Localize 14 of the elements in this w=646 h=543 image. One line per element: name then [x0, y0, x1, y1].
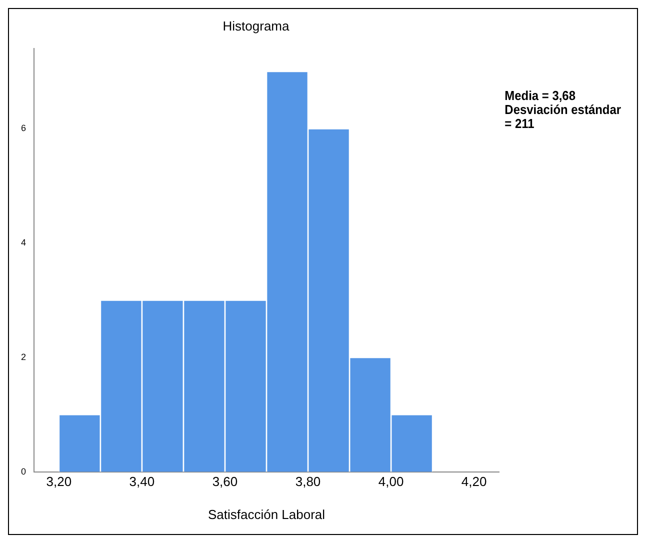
- x-tick-label: 3,40: [129, 474, 155, 490]
- x-tick-label: 3,80: [295, 474, 321, 490]
- text: Media = 3,68: [504, 88, 576, 103]
- chart-title: Histograma: [222, 18, 290, 34]
- y-tick-label: 6: [20, 123, 26, 134]
- text: Desviación estándar = 211: [504, 102, 622, 131]
- x-tick-label: 3,60: [212, 474, 238, 490]
- y-tick-label: 2: [20, 352, 26, 362]
- x-axis-title: Satisfacción Laboral: [208, 506, 326, 522]
- x-tick-label: 4,20: [461, 474, 487, 490]
- y-tick-label: 0: [20, 466, 26, 476]
- y-tick-label: 4: [20, 238, 26, 248]
- x-tick-label: 3,20: [46, 474, 72, 490]
- x-tick-label: 4,00: [378, 474, 404, 490]
